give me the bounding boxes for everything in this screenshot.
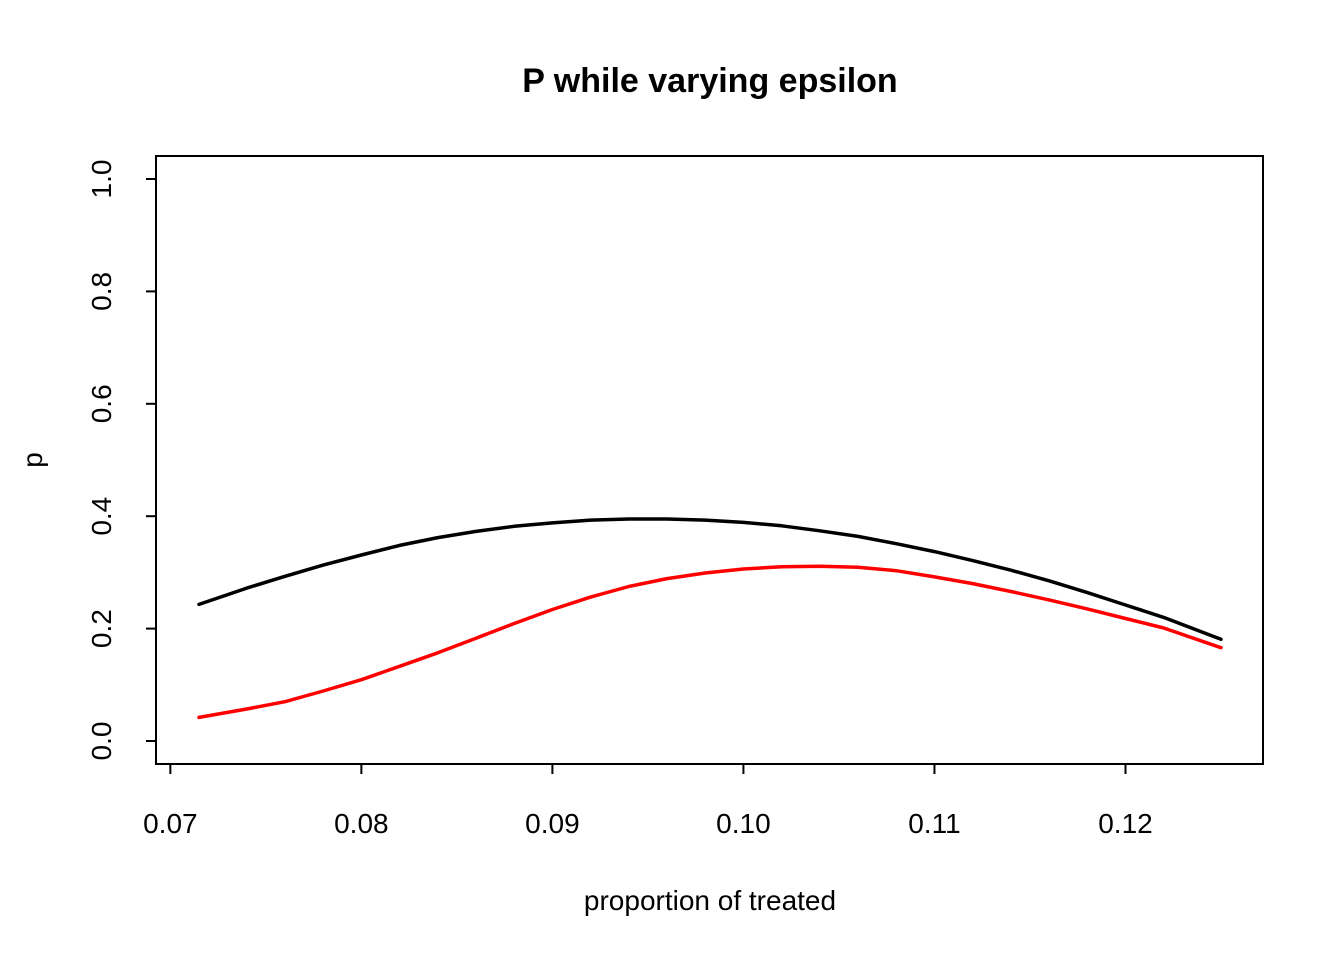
y-tick-label: 0.4 (86, 497, 117, 536)
y-tick-label: 1.0 (86, 160, 117, 199)
y-tick-label: 0.6 (86, 384, 117, 423)
series-line-1 (197, 517, 1223, 642)
x-tick-label: 0.07 (143, 808, 198, 839)
x-tick-label: 0.08 (334, 808, 389, 839)
chart-title: P while varying epsilon (522, 62, 897, 100)
y-axis-label: p (17, 452, 48, 468)
x-axis-label: proportion of treated (584, 885, 836, 916)
y-tick-label: 0.8 (86, 272, 117, 311)
series-line-2 (197, 564, 1223, 720)
x-axis: 0.07 0.08 0.09 0.10 0.11 0.12 (143, 763, 1153, 839)
y-axis: 0.0 0.2 0.4 0.6 0.8 1.0 (86, 160, 157, 761)
y-tick-label: 0.0 (86, 722, 117, 761)
x-tick-label: 0.12 (1098, 808, 1153, 839)
x-tick-label: 0.11 (908, 808, 960, 839)
x-tick-label: 0.09 (525, 808, 580, 839)
plot-box (155, 155, 1264, 765)
series-layer (197, 517, 1223, 720)
y-tick-label: 0.2 (86, 609, 117, 648)
x-tick-label: 0.10 (716, 808, 771, 839)
